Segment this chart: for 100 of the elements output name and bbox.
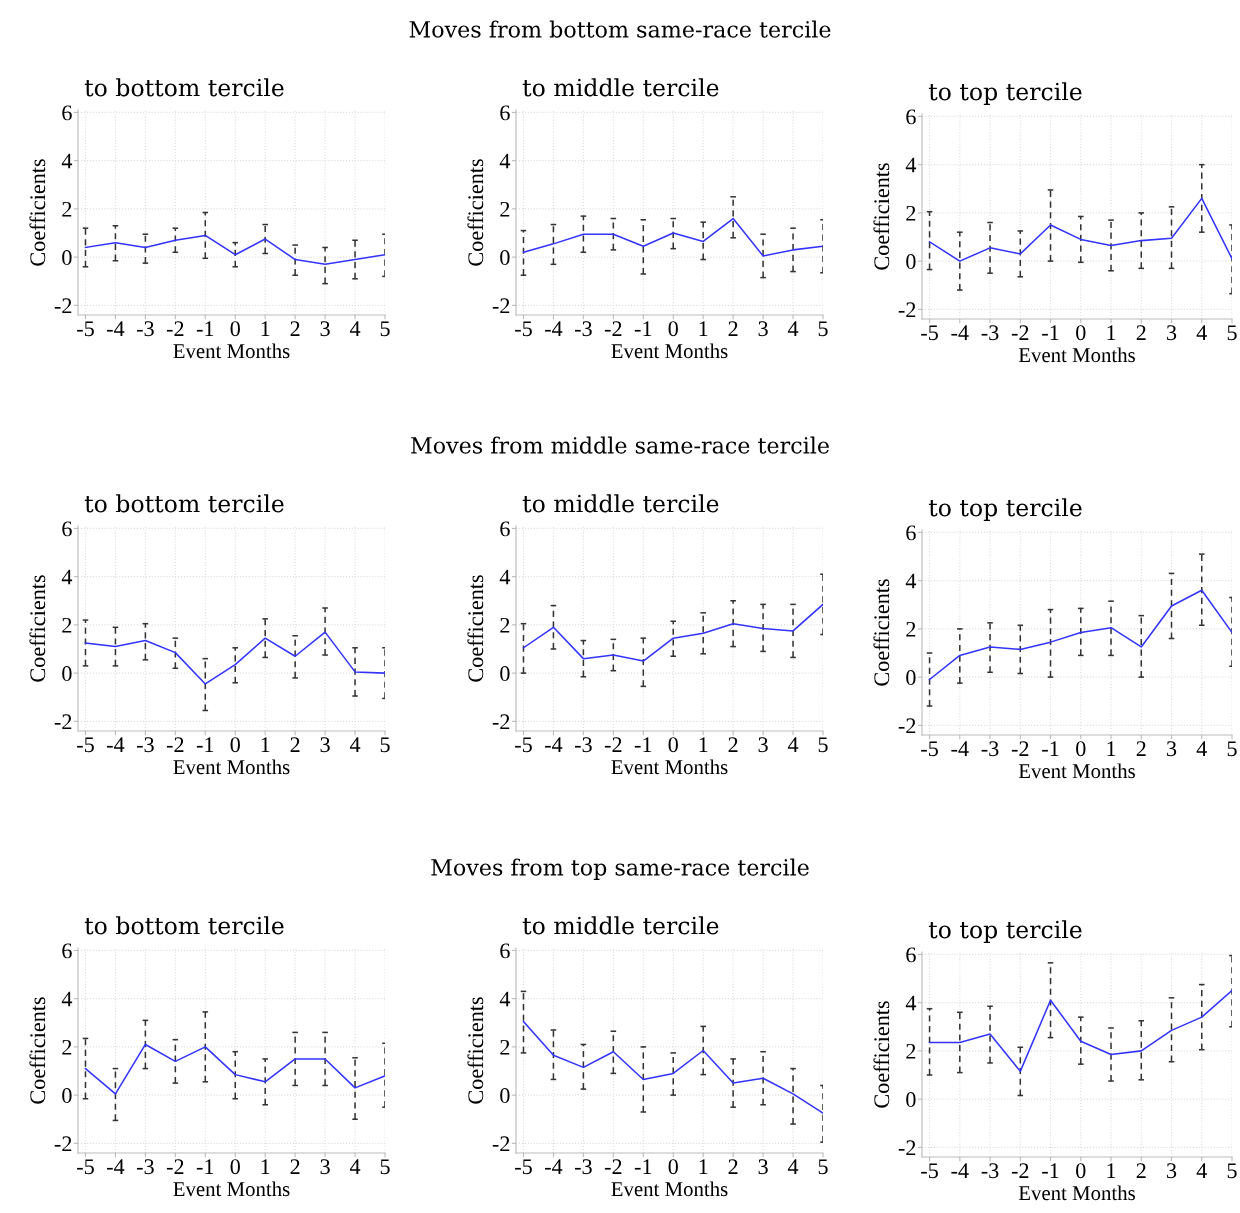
line-series [84,234,385,266]
x-tick-label: 3 [1167,325,1177,341]
y-tick-label: 0 [62,250,72,266]
line-series [84,1043,385,1095]
x-tick-label: 0 [1076,741,1086,757]
x-tick-label: 5 [380,737,390,753]
line-series [522,603,823,662]
x-tick-label: 4 [787,1159,799,1174]
chart-title: to top tercile [928,82,1082,106]
x-tick-label: 5 [380,1159,390,1175]
x-tick-label: 2 [728,1159,738,1174]
y-tick-label: -2 [898,718,916,734]
y-tick-label: 6 [62,521,72,537]
x-tick-label: 2 [1136,325,1146,340]
y-tick-label: -2 [898,1140,916,1156]
x-tick-label: 4 [1196,741,1207,756]
x-tick-label: -5 [921,741,938,757]
y-tick-label: 6 [906,947,916,963]
y-tick-label: 0 [500,250,510,266]
x-tick-label: -5 [77,321,94,337]
x-tick-label: 5 [1227,1163,1237,1179]
x-tick-label: -3 [981,1163,999,1179]
text: Moves from top same-race tercile [431,858,809,880]
x-axis-title: Event Months [611,759,728,775]
chart-title: to top tercile [928,920,1082,944]
x-tick-label: 4 [349,321,361,336]
x-tick-label: 0 [230,737,240,753]
x-tick-label: -4 [107,737,125,752]
y-tick-label: 0 [906,254,916,270]
y-tick-label: 4 [61,991,73,1007]
y-tick-label: 4 [499,991,511,1007]
y-tick-label: 4 [499,153,511,169]
y-tick-label: 2 [500,201,510,217]
x-tick-label: -1 [634,321,652,336]
x-tick-label: 1 [699,737,708,752]
x-tick-label: 2 [290,737,300,752]
y-tick-label: 4 [61,153,73,169]
x-tick-label: -3 [136,1159,154,1175]
y-tick-label: 6 [62,105,72,121]
x-tick-label: 4 [349,737,361,752]
y-tick-label: 2 [500,1039,510,1055]
x-tick-label: -5 [921,1163,938,1179]
x-tick-label: -3 [136,737,154,753]
x-axis-title: Event Months [611,343,728,359]
y-tick-label: 2 [62,1039,72,1055]
y-tick-label: 2 [906,1043,916,1059]
x-tick-label: -4 [107,321,125,336]
x-tick-label: -4 [951,741,969,756]
x-axis-title: Event Months [1018,347,1135,363]
x-tick-label: 4 [349,1159,361,1174]
x-tick-label: 0 [668,1159,678,1175]
x-tick-label: 1 [261,1159,270,1174]
x-axis-title: Event Months [173,759,290,775]
x-tick-label: -5 [515,1159,532,1175]
x-tick-label: 1 [261,321,270,336]
y-tick-label: 0 [62,666,72,682]
y-tick-label: 6 [906,109,916,125]
line-series [928,589,1232,681]
line-series [84,631,385,685]
x-tick-label: -3 [981,741,999,757]
y-tick-label: -2 [54,714,72,730]
line-series [928,197,1232,262]
chart-title: to middle tercile [522,494,719,513]
x-tick-label: 2 [728,321,738,336]
x-tick-label: 2 [1136,741,1146,756]
y-tick-label: 0 [906,1092,916,1108]
y-tick-label: 6 [500,105,510,121]
y-tick-label: 0 [500,666,510,682]
x-axis-title: Event Months [173,343,290,359]
x-tick-label: -5 [921,325,938,341]
x-tick-label: -3 [574,737,592,753]
y-tick-label: 6 [62,943,72,959]
x-tick-label: -1 [634,737,652,752]
y-axis-title: Coefficients [467,575,484,682]
x-tick-label: 1 [1107,741,1116,756]
y-tick-label: 4 [499,569,511,585]
x-tick-label: -4 [545,321,563,336]
line-series [522,1020,823,1114]
chart-title: to bottom tercile [84,916,284,935]
x-tick-label: 3 [1167,1163,1177,1179]
x-axis-title: Event Months [611,1181,728,1197]
x-tick-label: 0 [230,1159,240,1175]
x-axis-title: Event Months [173,1181,290,1197]
x-tick-label: 2 [290,1159,300,1174]
x-tick-label: -1 [196,1159,214,1174]
y-axis-title: Coefficients [873,579,890,686]
y-tick-label: 4 [905,573,917,589]
x-tick-label: -3 [574,1159,592,1175]
y-tick-label: -2 [492,714,510,730]
y-axis-title: Coefficients [29,575,46,682]
x-tick-label: -2 [604,737,622,752]
y-tick-label: -2 [54,1136,72,1152]
y-tick-label: 2 [906,621,916,637]
x-tick-label: -1 [634,1159,652,1174]
x-tick-label: 1 [261,737,270,752]
x-tick-label: -2 [166,1159,184,1174]
x-tick-label: 0 [1076,325,1086,341]
chart-title: to bottom tercile [84,78,284,97]
y-axis-title: Coefficients [467,997,484,1104]
x-tick-label: 5 [818,737,828,753]
